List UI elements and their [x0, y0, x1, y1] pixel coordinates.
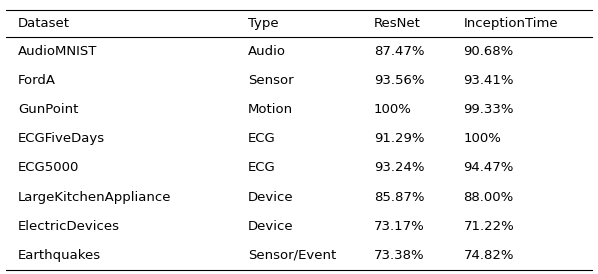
Text: ECG: ECG — [248, 161, 276, 175]
Text: 100%: 100% — [374, 103, 411, 116]
Text: 71.22%: 71.22% — [463, 220, 514, 233]
Text: Audio: Audio — [248, 45, 286, 58]
Text: 87.47%: 87.47% — [374, 45, 424, 58]
Text: 93.56%: 93.56% — [374, 74, 424, 87]
Text: ECG5000: ECG5000 — [18, 161, 80, 175]
Text: 74.82%: 74.82% — [463, 249, 514, 262]
Text: InceptionTime: InceptionTime — [463, 17, 558, 30]
Text: ResNet: ResNet — [374, 17, 420, 30]
Text: ECGFiveDays: ECGFiveDays — [18, 132, 105, 145]
Text: AudioMNIST: AudioMNIST — [18, 45, 97, 58]
Text: 73.17%: 73.17% — [374, 220, 425, 233]
Text: Sensor/Event: Sensor/Event — [248, 249, 337, 262]
Text: 93.41%: 93.41% — [463, 74, 514, 87]
Text: FordA: FordA — [18, 74, 56, 87]
Text: Device: Device — [248, 191, 294, 204]
Text: 93.24%: 93.24% — [374, 161, 424, 175]
Text: ElectricDevices: ElectricDevices — [18, 220, 120, 233]
Text: 100%: 100% — [463, 132, 501, 145]
Text: 85.87%: 85.87% — [374, 191, 424, 204]
Text: Device: Device — [248, 220, 294, 233]
Text: 90.68%: 90.68% — [463, 45, 514, 58]
Text: Type: Type — [248, 17, 279, 30]
Text: 73.38%: 73.38% — [374, 249, 425, 262]
Text: 91.29%: 91.29% — [374, 132, 424, 145]
Text: Dataset: Dataset — [18, 17, 70, 30]
Text: 88.00%: 88.00% — [463, 191, 514, 204]
Text: LargeKitchenAppliance: LargeKitchenAppliance — [18, 191, 172, 204]
Text: GunPoint: GunPoint — [18, 103, 78, 116]
Text: Sensor: Sensor — [248, 74, 294, 87]
Text: 99.33%: 99.33% — [463, 103, 514, 116]
Text: Earthquakes: Earthquakes — [18, 249, 101, 262]
Text: ECG: ECG — [248, 132, 276, 145]
Text: 94.47%: 94.47% — [463, 161, 514, 175]
Text: Motion: Motion — [248, 103, 293, 116]
